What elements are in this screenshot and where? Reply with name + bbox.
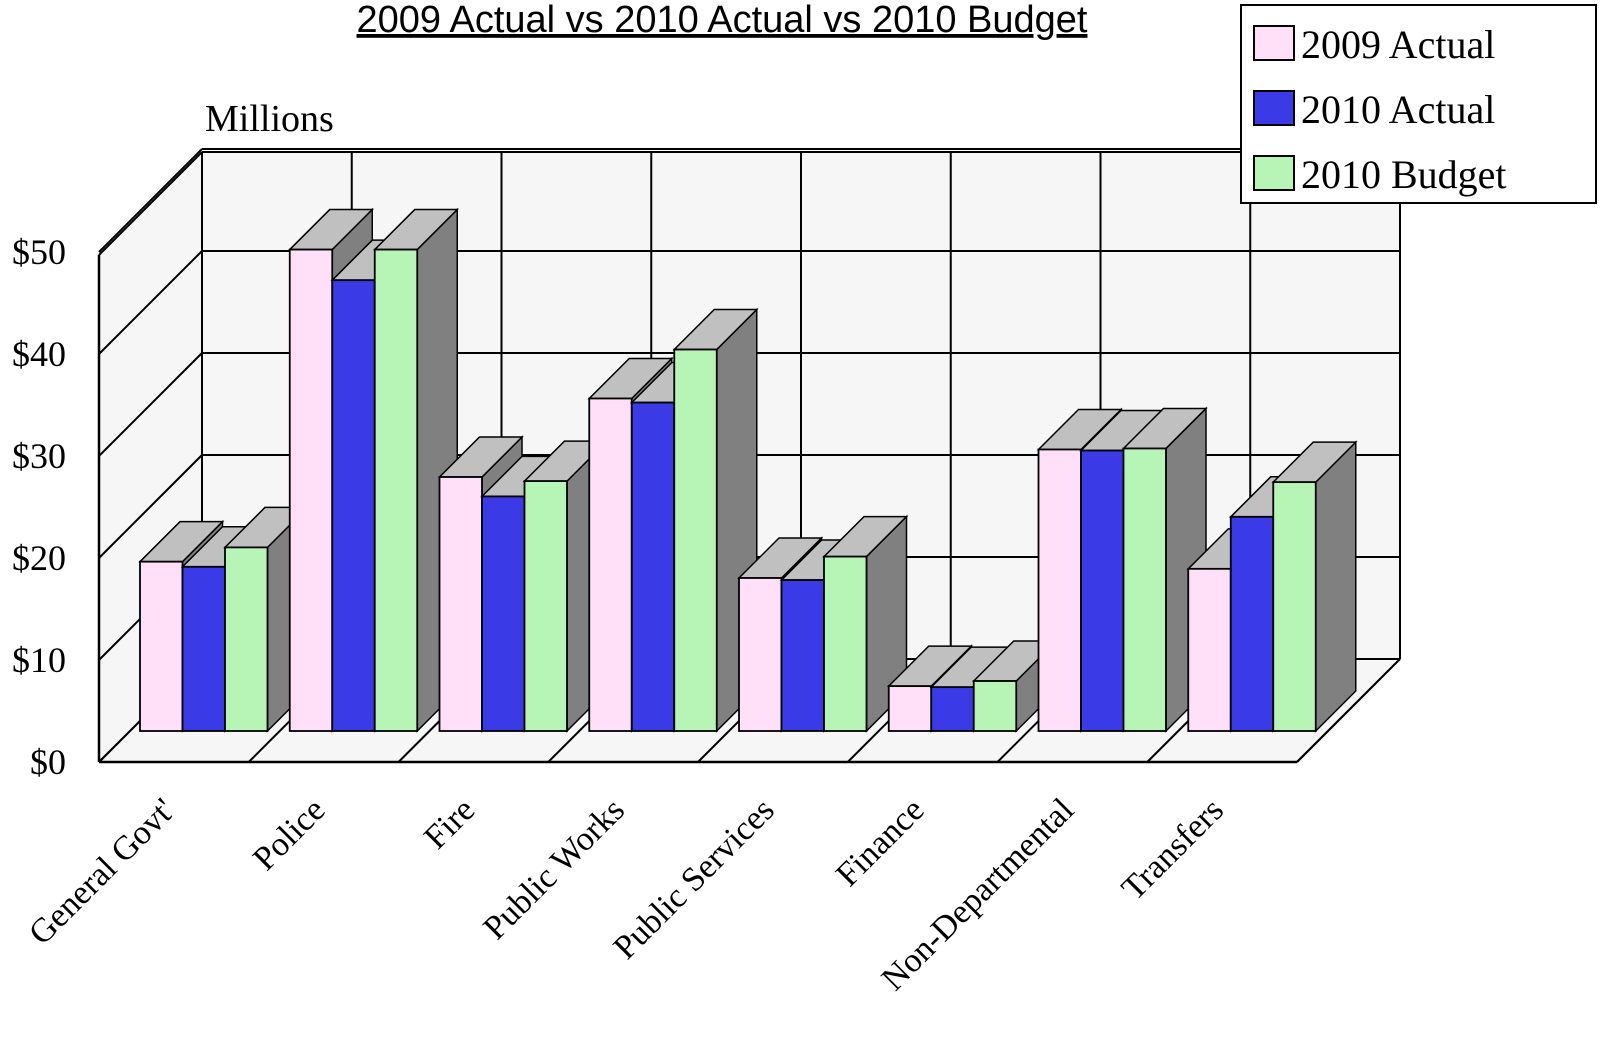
y-tick-label: $30	[12, 436, 66, 476]
side-top-edge	[98, 151, 203, 256]
bar-2010-budget-fire	[523, 480, 568, 732]
bar-2009-actual-public-works	[588, 397, 633, 732]
legend-swatch-2009-actual	[1253, 25, 1295, 61]
legend	[1240, 4, 1597, 204]
category-label-finance: Finance	[829, 791, 931, 893]
category-label-public-services: Public Services	[607, 791, 782, 966]
bar-2010-actual-public-services	[780, 579, 825, 732]
y-tick-label: $20	[12, 538, 66, 578]
category-label-transfers: Transfers	[1115, 791, 1231, 907]
bar-2010-budget-police	[373, 248, 419, 732]
category-label-general-govt: General Govt'	[22, 791, 183, 952]
category-label-fire: Fire	[417, 791, 482, 856]
bar-2010-budget-finance	[972, 680, 1018, 732]
bar-2010-actual-transfers	[1229, 515, 1275, 732]
bar-side-2010-budget-transfers	[1315, 440, 1357, 733]
bar-2010-actual-fire	[481, 495, 526, 732]
gridline-side	[98, 352, 203, 457]
legend-label-2010-budget: 2010 Budget	[1301, 152, 1507, 197]
bar-2009-actual-finance	[887, 685, 933, 732]
y-tick-label: $10	[12, 640, 66, 680]
bar-2010-actual-non-departmental	[1080, 449, 1125, 732]
gridline-side	[98, 250, 203, 355]
units-label: Millions	[205, 98, 334, 140]
bar-2009-actual-transfers	[1187, 567, 1232, 732]
bar-2010-budget-general-govt	[224, 546, 269, 732]
bar-2009-actual-police	[288, 248, 334, 732]
bar-2010-actual-police	[331, 279, 376, 732]
bar-2010-budget-public-services	[823, 555, 868, 732]
floor-right-edge	[1296, 658, 1401, 763]
legend-swatch-2010-budget	[1253, 155, 1295, 191]
category-label-police: Police	[246, 791, 332, 877]
y-tick-label: $0	[30, 742, 66, 782]
legend-swatch-2010-actual	[1253, 90, 1295, 126]
bar-2009-actual-fire	[438, 476, 483, 732]
gridline-side	[98, 148, 203, 253]
chart-title: 2009 Actual vs 2010 Actual vs 2010 Budge…	[357, 0, 1088, 41]
legend-label-2009-actual: 2009 Actual	[1301, 22, 1495, 67]
bar-2010-budget-transfers	[1272, 481, 1317, 732]
gridline-side	[98, 454, 203, 559]
bar-2009-actual-non-departmental	[1037, 448, 1082, 732]
bar-2010-actual-finance	[930, 686, 975, 732]
y-tick-label: $40	[12, 334, 66, 374]
bar-2010-budget-non-departmental	[1122, 447, 1167, 732]
legend-label-2010-actual: 2010 Actual	[1301, 87, 1495, 132]
bar-2009-actual-general-govt	[139, 560, 184, 732]
bar-2010-budget-public-works	[673, 348, 718, 732]
category-label-public-works: Public Works	[477, 791, 632, 946]
bar-2010-actual-public-works	[630, 401, 676, 732]
bar-2009-actual-public-services	[738, 577, 783, 732]
y-tick-label: $50	[12, 232, 66, 272]
bar-2010-actual-general-govt	[181, 565, 226, 732]
